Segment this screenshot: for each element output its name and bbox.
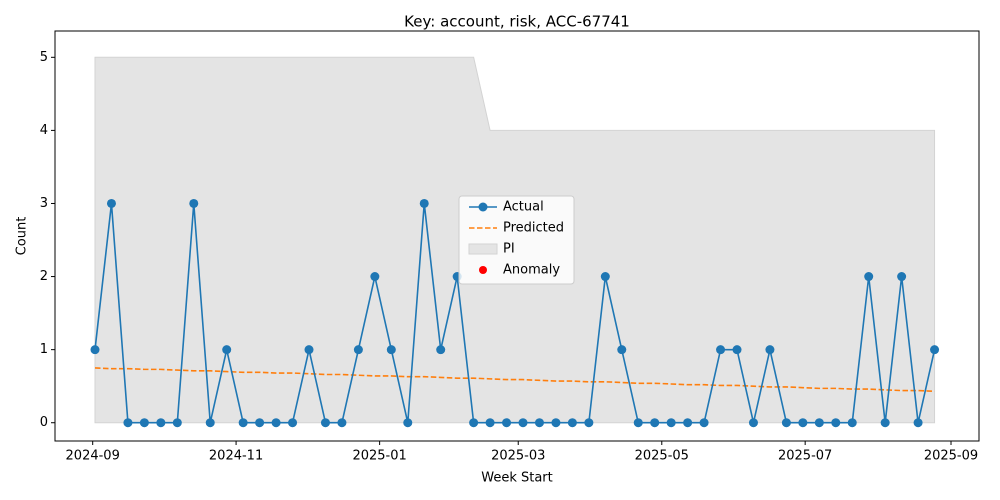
actual-marker xyxy=(90,345,100,355)
actual-marker xyxy=(732,345,742,355)
actual-marker xyxy=(567,418,577,428)
actual-marker xyxy=(880,418,890,428)
actual-marker xyxy=(337,418,347,428)
actual-marker xyxy=(633,418,643,428)
actual-marker xyxy=(798,418,808,428)
actual-marker xyxy=(189,198,199,208)
x-tick-label: 2025-09 xyxy=(924,449,978,464)
actual-marker xyxy=(288,418,298,428)
x-axis-label: Week Start xyxy=(481,471,553,486)
x-tick-label: 2025-05 xyxy=(635,449,689,464)
predicted-line xyxy=(94,367,935,393)
x-tick-label: 2025-03 xyxy=(491,449,545,464)
actual-marker xyxy=(831,418,841,428)
actual-marker xyxy=(271,418,281,428)
actual-marker xyxy=(864,272,874,282)
actual-marker xyxy=(765,345,775,355)
actual-marker xyxy=(222,345,232,355)
legend-label: Actual xyxy=(503,200,544,215)
actual-marker xyxy=(518,418,528,428)
actual-marker xyxy=(123,418,133,428)
actual-marker xyxy=(436,345,446,355)
actual-marker xyxy=(600,272,610,282)
actual-marker xyxy=(897,272,907,282)
actual-marker xyxy=(255,418,265,428)
actual-marker xyxy=(617,345,627,355)
actual-marker xyxy=(419,198,429,208)
actual-marker xyxy=(386,345,396,355)
y-tick-label: 5 xyxy=(40,50,48,65)
chart-title: Key: account, risk, ACC-67741 xyxy=(404,13,630,31)
actual-marker xyxy=(139,418,149,428)
actual-marker xyxy=(584,418,594,428)
actual-marker xyxy=(156,418,166,428)
actual-marker xyxy=(205,418,215,428)
actual-marker xyxy=(847,418,857,428)
actual-line xyxy=(94,203,936,424)
actual-marker xyxy=(699,418,709,428)
actual-marker xyxy=(814,418,824,428)
y-tick-label: 4 xyxy=(40,123,48,138)
actual-marker xyxy=(781,418,791,428)
actual-marker xyxy=(716,345,726,355)
actual-marker xyxy=(353,345,363,355)
plot-frame xyxy=(54,30,980,442)
x-tick-label: 2025-07 xyxy=(778,449,832,464)
actual-marker xyxy=(485,418,495,428)
actual-marker xyxy=(913,418,923,428)
actual-marker xyxy=(650,418,660,428)
legend-swatch xyxy=(478,202,488,212)
y-tick-label: 1 xyxy=(40,342,48,357)
actual-marker xyxy=(666,418,676,428)
actual-marker xyxy=(930,345,940,355)
x-tick-label: 2025-01 xyxy=(352,449,406,464)
legend-label: Anomaly xyxy=(503,263,560,278)
actual-marker xyxy=(320,418,330,428)
actual-marker xyxy=(403,418,413,428)
y-axis-label: Count xyxy=(15,217,30,256)
y-tick-label: 2 xyxy=(40,269,48,284)
x-tick-label: 2024-09 xyxy=(66,449,120,464)
actual-marker xyxy=(502,418,512,428)
legend-box xyxy=(458,195,575,285)
y-tick-label: 0 xyxy=(40,415,48,430)
actual-marker xyxy=(238,418,248,428)
actual-marker xyxy=(370,272,380,282)
legend-swatch xyxy=(479,266,487,274)
y-tick-label: 3 xyxy=(40,196,48,211)
actual-marker xyxy=(106,198,116,208)
legend-swatch xyxy=(468,243,498,255)
actual-marker xyxy=(551,418,561,428)
actual-marker xyxy=(534,418,544,428)
actual-marker xyxy=(304,345,314,355)
actual-marker xyxy=(469,418,479,428)
actual-marker xyxy=(683,418,693,428)
legend-label: Predicted xyxy=(503,221,564,236)
x-tick-label: 2024-11 xyxy=(209,449,263,464)
actual-marker xyxy=(748,418,758,428)
actual-marker xyxy=(172,418,182,428)
legend-label: PI xyxy=(503,242,515,257)
